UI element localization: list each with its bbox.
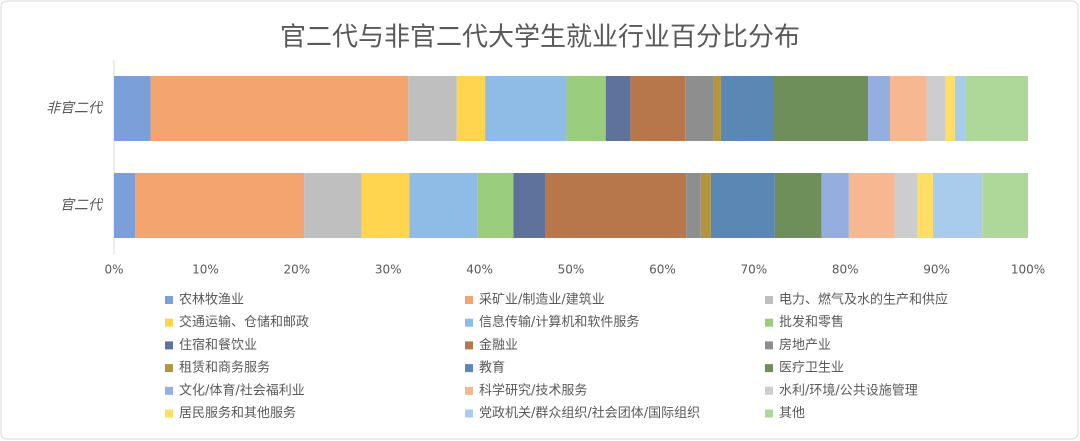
y-tick-label: 官二代 (60, 198, 104, 214)
bar-segment (894, 173, 918, 238)
bar-segment (485, 76, 567, 141)
legend-label: 水利/环境/公共设施管理 (779, 383, 918, 398)
legend-swatch (765, 318, 773, 327)
bar-segment (513, 173, 546, 238)
legend-label: 交通运输、仓储和邮政 (179, 314, 309, 330)
bar-segment (965, 76, 1028, 141)
bar-segment (135, 173, 305, 238)
x-tick-label: 100% (1011, 263, 1045, 277)
bar-segment (685, 76, 714, 141)
bar-segment (304, 173, 362, 238)
bar-segment (566, 76, 606, 141)
x-tick-label: 0% (104, 263, 123, 277)
legend-label: 教育 (479, 360, 505, 376)
bar-segment (361, 173, 410, 238)
bar-segment (868, 76, 890, 141)
bar-segment (848, 173, 895, 238)
bar-segment (456, 76, 486, 141)
x-tick-label: 80% (832, 263, 859, 277)
legend-swatch (465, 296, 473, 304)
bar-segment (409, 173, 478, 238)
bar-segment (932, 173, 983, 238)
legend-swatch (165, 364, 173, 373)
legend-swatch (165, 409, 173, 418)
legend-swatch (165, 296, 173, 304)
legend-swatch (165, 341, 173, 350)
y-tick-label: 非官二代 (46, 101, 104, 117)
legend-label: 其他 (779, 406, 805, 421)
legend-swatch (165, 318, 173, 327)
bar-segment (150, 76, 409, 141)
bar-segment (821, 173, 849, 238)
x-tick-label: 50% (558, 263, 585, 277)
x-tick-label: 20% (283, 263, 310, 277)
bar-segment (114, 76, 151, 141)
bar-segment (713, 76, 721, 141)
x-tick-label: 70% (740, 263, 767, 277)
bar-segment (945, 76, 955, 141)
legend-swatch (765, 409, 773, 418)
legend-swatch (465, 341, 473, 350)
bar-segment (630, 76, 686, 141)
bar-segment (720, 76, 773, 141)
legend-label: 采矿业/制造业/建筑业 (479, 292, 605, 308)
legend-swatch (765, 341, 773, 350)
bar-segment (954, 76, 966, 141)
legend-swatch (465, 386, 473, 395)
legend-label: 科学研究/技术服务 (479, 382, 587, 398)
x-tick-label: 30% (375, 263, 402, 277)
bar-segment (477, 173, 514, 238)
legend-label: 文化/体育/社会福利业 (179, 382, 305, 398)
bar-segment (700, 173, 711, 238)
bar-segment (605, 76, 631, 141)
x-tick-label: 90% (923, 263, 950, 277)
legend-label: 党政机关/群众组织/社会团体/国际组织 (479, 405, 700, 421)
legend-label: 金融业 (479, 337, 518, 353)
legend-label: 批发和零售 (779, 314, 844, 330)
legend-swatch (765, 296, 773, 304)
x-tick-label: 60% (649, 263, 676, 277)
chart-title: 官二代与非官二代大学生就业行业百分比分布 (280, 23, 800, 53)
legend-label: 信息传输/计算机和软件服务 (479, 314, 639, 330)
bar-segment (889, 76, 927, 141)
legend-label: 房地产业 (779, 337, 831, 353)
legend-label: 居民服务和其他服务 (179, 405, 296, 421)
legend-label: 医疗卫生业 (779, 361, 844, 376)
legend-label: 电力、燃气及水的生产和供应 (779, 292, 948, 308)
bar-segment (774, 173, 822, 238)
legend-label: 住宿和餐饮业 (179, 337, 257, 353)
x-tick-label: 10% (192, 263, 219, 277)
bar-segment (545, 173, 687, 238)
legend-swatch (765, 386, 773, 395)
legend-swatch (765, 364, 773, 373)
bar-segment (710, 173, 775, 238)
bar-segment (926, 76, 946, 141)
legend-swatch (465, 318, 473, 327)
bar-segment (917, 173, 933, 238)
legend-label: 农林牧渔业 (179, 293, 244, 308)
bar-segment (686, 173, 701, 238)
legend-label: 租赁和商务服务 (179, 360, 270, 376)
bar-segment (114, 173, 136, 238)
bar-segment (772, 76, 869, 141)
legend-swatch (165, 386, 173, 395)
x-tick-label: 40% (466, 263, 493, 277)
legend-swatch (465, 364, 473, 373)
bar-segment (982, 173, 1028, 238)
legend-swatch (465, 409, 473, 418)
bar-segment (408, 76, 457, 141)
